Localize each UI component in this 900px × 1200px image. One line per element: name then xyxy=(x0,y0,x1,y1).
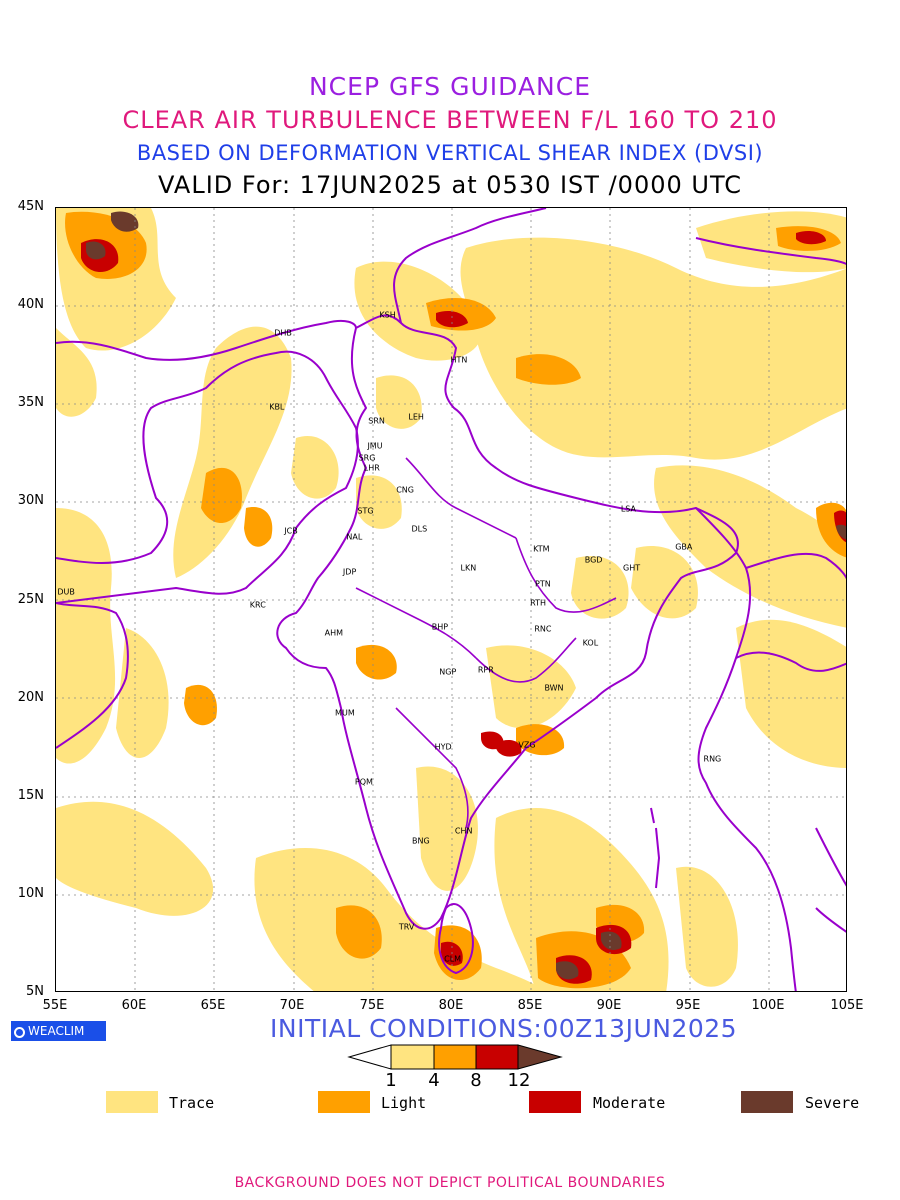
station-srg: SRG xyxy=(358,453,376,463)
lat-label-15n: 15N xyxy=(17,788,44,803)
station-hyd: HYD xyxy=(434,742,452,752)
station-ngp: NGP xyxy=(439,667,457,677)
station-krc: KRC xyxy=(249,600,266,610)
map-layers xyxy=(56,208,846,991)
station-jdp: JDP xyxy=(342,567,357,577)
weaclim-logo: WEACLIM xyxy=(11,1021,106,1041)
turbulence-map xyxy=(55,207,847,992)
legend-trace-swatch xyxy=(106,1091,158,1113)
station-ght: GHT xyxy=(623,563,641,573)
lat-label-45n: 45N xyxy=(17,199,44,214)
station-ktm: KTM xyxy=(533,544,550,553)
legend-light-swatch xyxy=(318,1091,370,1113)
station-ptn: PTN xyxy=(535,579,551,589)
station-trv: TRV xyxy=(398,922,415,932)
lon-label-75e: 75E xyxy=(359,998,385,1013)
station-nal: NAL xyxy=(346,532,363,542)
station-bng: BNG xyxy=(412,836,430,846)
title-method: BASED ON DEFORMATION VERTICAL SHEAR INDE… xyxy=(136,141,764,165)
station-stg: STG xyxy=(357,506,374,516)
colorbar-tick-1: 1 xyxy=(385,1070,397,1091)
legend-light-label: Light xyxy=(381,1094,427,1112)
boundary-lines xyxy=(56,208,846,991)
station-cng: CNG xyxy=(396,485,414,495)
station-ahm: AHM xyxy=(324,628,343,638)
station-clm: CLM xyxy=(444,954,462,964)
lon-label-95e: 95E xyxy=(675,998,701,1013)
colorbar-tick-12: 12 xyxy=(507,1070,531,1091)
legend-moderate-swatch xyxy=(529,1091,581,1113)
station-kol: KOL xyxy=(582,638,599,648)
logo-text: WEACLIM xyxy=(28,1024,85,1038)
legend-severe-label: Severe xyxy=(805,1094,860,1112)
title-guidance: NCEP GFS GUIDANCE xyxy=(308,72,591,101)
legend-trace-label: Trace xyxy=(169,1094,215,1112)
lat-label-10n: 10N xyxy=(17,886,44,901)
initial-conditions: INITIAL CONDITIONS:00Z13JUN2025 xyxy=(270,1014,738,1043)
lat-label-40n: 40N xyxy=(17,297,44,312)
colorbar-moderate-segment xyxy=(475,1044,519,1070)
station-chn: CHN xyxy=(454,826,473,836)
lon-label-65e: 65E xyxy=(200,998,226,1013)
station-gba: GBA xyxy=(675,542,693,551)
lat-label-5n: 5N xyxy=(26,984,44,999)
lon-label-100e: 100E xyxy=(751,998,785,1013)
station-mum: MUM xyxy=(335,708,355,718)
colorbar-trace-segment xyxy=(390,1044,435,1070)
lat-lon-grid xyxy=(56,208,846,991)
station-rng: RNG xyxy=(703,754,722,763)
lon-label-55e: 55E xyxy=(42,998,68,1013)
station-ksh: KSH xyxy=(379,310,396,320)
station-kbl: KBL xyxy=(269,402,285,412)
station-jcb: JCB xyxy=(284,526,298,536)
station-lkn: LKN xyxy=(460,563,477,573)
legend-severe-swatch xyxy=(741,1091,793,1113)
station-bwn: BWN xyxy=(544,683,564,693)
station-dhb: DHB xyxy=(274,328,292,338)
station-htn: HTN xyxy=(450,355,468,365)
weaclim-logo-icon xyxy=(14,1027,25,1038)
lon-label-85e: 85E xyxy=(517,998,543,1013)
severe-turbulence-areas xyxy=(86,211,846,980)
station-jmu: JMU xyxy=(367,441,383,451)
colorbar xyxy=(347,1044,563,1070)
lat-label-20n: 20N xyxy=(17,690,44,705)
lat-label-25n: 25N xyxy=(17,592,44,607)
station-srn: SRN xyxy=(368,416,385,426)
station-vzg: VZG xyxy=(518,740,536,750)
lon-label-105e: 105E xyxy=(830,998,864,1013)
colorbar-severe-arrow xyxy=(517,1044,563,1070)
station-bgd: BGD xyxy=(584,555,603,565)
station-dls: DLS xyxy=(411,524,428,534)
colorbar-tick-4: 4 xyxy=(428,1070,440,1091)
station-dub: DUB xyxy=(57,587,75,597)
lat-label-35n: 35N xyxy=(17,395,44,410)
station-lsa: LSA xyxy=(620,504,636,514)
station-leh: LEH xyxy=(408,412,424,422)
boundary-disclaimer: BACKGROUND DOES NOT DEPICT POLITICAL BOU… xyxy=(234,1175,666,1191)
lon-label-70e: 70E xyxy=(279,998,305,1013)
title-valid-time: VALID For: 17JUN2025 at 0530 IST /0000 U… xyxy=(158,171,742,199)
colorbar-tick-8: 8 xyxy=(470,1070,482,1091)
station-pqm: PQM xyxy=(354,777,373,787)
station-rth: RTH xyxy=(530,598,547,608)
colorbar-low-arrow xyxy=(347,1044,392,1070)
lon-label-60e: 60E xyxy=(121,998,147,1013)
station-rnc: RNC xyxy=(534,624,552,634)
station-bhp: BHP xyxy=(431,622,449,632)
legend-moderate-label: Moderate xyxy=(593,1094,666,1112)
lat-label-30n: 30N xyxy=(17,493,44,508)
lon-label-90e: 90E xyxy=(596,998,622,1013)
title-product: CLEAR AIR TURBULENCE BETWEEN F/L 160 TO … xyxy=(122,106,778,134)
station-rpr: RPR xyxy=(477,665,494,675)
colorbar-light-segment xyxy=(433,1044,477,1070)
lon-label-80e: 80E xyxy=(438,998,464,1013)
station-lhr: LHR xyxy=(363,463,380,473)
